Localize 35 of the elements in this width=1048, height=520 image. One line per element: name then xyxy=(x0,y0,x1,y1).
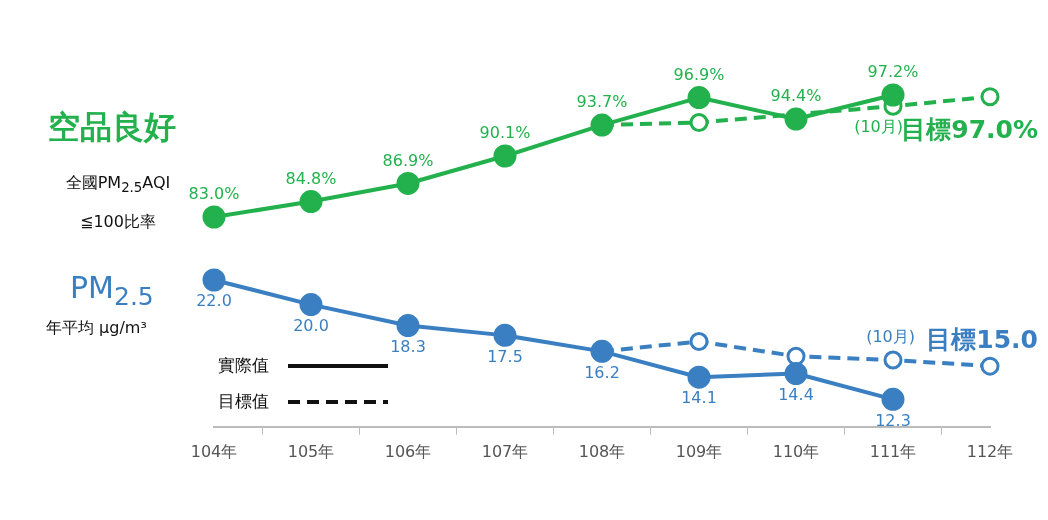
x-tick-label: 108年 xyxy=(578,441,626,461)
data-label: 22.0 xyxy=(196,291,232,311)
x-tick-label: 111年 xyxy=(869,441,917,461)
data-label: 94.4% xyxy=(770,86,822,106)
data-label: 96.9% xyxy=(673,64,725,84)
x-tick-label: 112年 xyxy=(966,441,1014,461)
annotation: 實際值 xyxy=(218,354,269,377)
x-tick-label: 104年 xyxy=(190,441,238,461)
y-axis-title: 空品良好 xyxy=(48,107,176,148)
data-label: 20.0 xyxy=(293,315,329,335)
data-label: 90.1% xyxy=(479,123,531,143)
x-tick-label: 110年 xyxy=(772,441,820,461)
data-label: 12.3 xyxy=(875,410,911,430)
data-label: 93.7% xyxy=(576,92,628,112)
x-tick-label: 105年 xyxy=(287,441,335,461)
annotation: 目標值 xyxy=(218,390,269,413)
data-label: 目標15.0 xyxy=(926,325,1038,355)
data-label: 17.5 xyxy=(487,346,523,366)
text: 全國PM$_{2.5}$AQI ≦100比率 xyxy=(65,173,171,232)
data-label: 97.2% xyxy=(867,62,919,82)
data-label: 83.0% xyxy=(188,184,240,204)
y-axis-title: PM$_{2.5}$ xyxy=(70,270,154,311)
x-tick-label: 109年 xyxy=(675,441,723,461)
data-label: 14.4 xyxy=(778,384,814,404)
text: 年平均 μg/m³ xyxy=(46,318,147,339)
data-label: 16.2 xyxy=(584,362,620,382)
data-label: 84.8% xyxy=(285,168,337,188)
data-label: 18.3 xyxy=(390,336,426,356)
data-label: 14.1 xyxy=(681,388,717,408)
x-tick-label: 106年 xyxy=(384,441,432,461)
data-label: 目標97.0% xyxy=(901,114,1038,144)
annotation: (10月) xyxy=(854,117,903,137)
annotation: (10月) xyxy=(866,327,915,347)
data-label: 86.9% xyxy=(382,150,434,170)
x-tick-label: 107年 xyxy=(481,441,529,461)
